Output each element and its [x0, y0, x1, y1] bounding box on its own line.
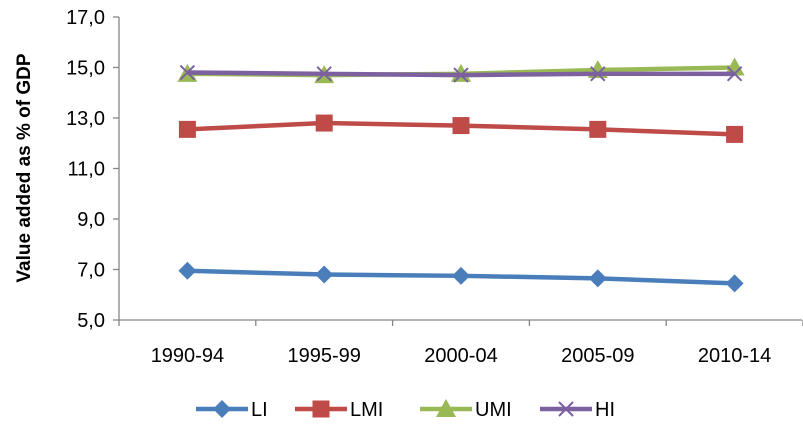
y-tick-label: 9,0 — [77, 209, 105, 231]
y-tick-label: 7,0 — [77, 260, 105, 282]
x-tick-label: 2000-04 — [424, 345, 497, 367]
data-point-lmi — [315, 114, 333, 132]
data-point-lmi — [726, 125, 744, 143]
legend-marker-lmi — [312, 400, 330, 418]
y-tick-label: 11,0 — [68, 159, 105, 181]
y-tick-label: 13,0 — [66, 108, 105, 130]
y-tick-label: 5,0 — [77, 310, 105, 332]
data-point-hi — [453, 67, 469, 83]
data-point-hi — [590, 66, 606, 82]
data-point-umi — [724, 57, 745, 76]
data-point-umi — [451, 63, 471, 82]
data-point-li — [452, 266, 470, 285]
marker-stroke — [179, 64, 196, 81]
legend-label-hi: HI — [595, 399, 615, 421]
y-tick-label: 15,0 — [66, 58, 105, 80]
y-tick-label: 17,0 — [66, 7, 105, 29]
legend-label-lmi: LMI — [350, 399, 383, 421]
marker-stroke — [590, 66, 606, 82]
x-tick-label: 2005-09 — [561, 345, 634, 367]
legend-marker-hi — [558, 401, 574, 417]
data-point-hi — [726, 66, 743, 82]
data-point-li — [725, 274, 744, 293]
marker-stroke — [726, 66, 743, 82]
marker-stroke — [316, 66, 332, 82]
marker-stroke — [453, 67, 469, 83]
marker-stroke — [558, 401, 574, 417]
legend-marker-umi — [436, 399, 456, 417]
x-tick-label: 2010-14 — [698, 345, 771, 367]
legend-label-umi: UMI — [475, 399, 512, 421]
x-tick-label: 1990-94 — [151, 345, 224, 367]
legend: LI LMI UMI HI — [196, 399, 615, 421]
data-point-lmi — [178, 120, 196, 138]
y-axis-label: Value added as % of GDP — [14, 53, 35, 282]
data-point-hi — [179, 64, 196, 81]
data-point-lmi — [452, 117, 470, 135]
data-point-lmi — [589, 120, 607, 138]
data-point-li — [315, 265, 334, 284]
data-point-li — [178, 261, 197, 280]
data-point-li — [588, 269, 607, 288]
plot-area: 5,0 7,0 9,0 11,0 13,0 15,0 17,0 1990-94 1995-99 2… — [66, 7, 803, 367]
x-tick-label: 1995-99 — [287, 345, 360, 367]
legend-marker-li — [213, 400, 231, 418]
legend-label-li: LI — [251, 399, 268, 421]
data-point-hi — [316, 66, 332, 82]
